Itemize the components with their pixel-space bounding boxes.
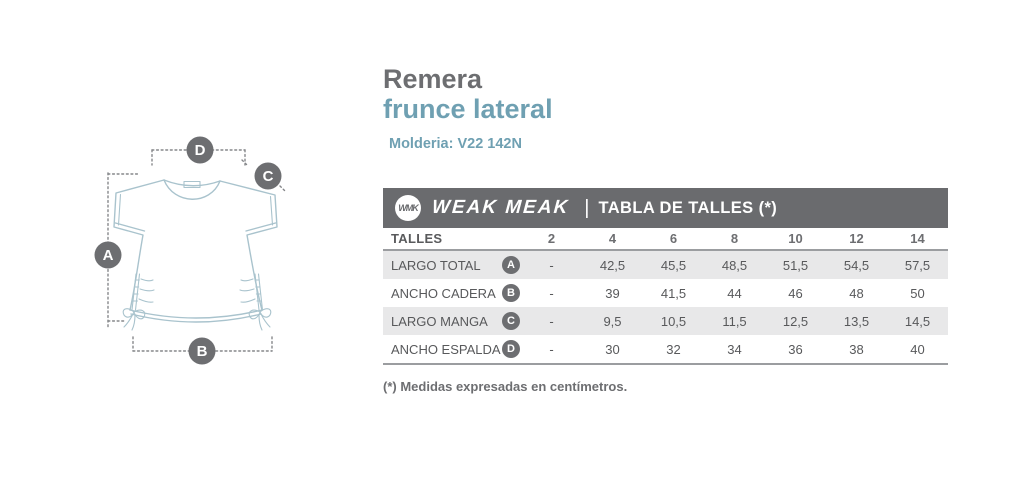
cell: 44 [727, 285, 742, 301]
size-table-title: TABLA DE TALLES (*) [598, 198, 778, 217]
table-bottom-divider [383, 363, 948, 365]
row-label: ANCHO CADERA [391, 285, 496, 301]
cell: 48 [849, 285, 864, 301]
collar-back-edge [163, 179, 221, 187]
brand-logo-icon: WMK [395, 195, 421, 221]
row-label: LARGO MANGA [391, 313, 488, 329]
row-marker-badge: B [502, 284, 520, 302]
cell: 34 [727, 341, 742, 357]
cell: 32 [666, 341, 681, 357]
svg-text:D: D [195, 142, 206, 159]
brand-name: WEAK MEAK [431, 197, 571, 218]
marker-badge-total-length: A [94, 241, 122, 269]
cell: - [549, 285, 554, 301]
bar-separator: | [584, 196, 590, 219]
left-ruche [131, 273, 155, 311]
right-bow [248, 308, 272, 331]
page-title: Remera [383, 64, 483, 94]
table-row: ANCHO ESPALDA D - 30 32 34 36 38 40 [383, 335, 948, 363]
left-bow [122, 308, 146, 331]
cell: 36 [788, 341, 803, 357]
cell: - [549, 257, 554, 273]
table-row: ANCHO CADERA B - 39 41,5 44 46 48 50 [383, 279, 948, 307]
marker-badge-back-width: D [186, 136, 214, 164]
marker-badge-sleeve: C [254, 162, 282, 190]
size-col: 6 [669, 231, 678, 246]
measure-ticks-sleeve [241, 159, 287, 193]
size-table-header-row: TALLES 2 4 6 8 10 12 14 [383, 228, 948, 249]
cell: 51,5 [782, 257, 809, 273]
svg-text:B: B [197, 343, 208, 360]
cell: 38 [849, 341, 864, 357]
cell: 40 [910, 341, 925, 357]
row-marker-badge: A [502, 256, 520, 274]
cell: 42,5 [599, 257, 626, 273]
cell: 10,5 [660, 313, 687, 329]
cell: 41,5 [660, 285, 687, 301]
svg-text:A: A [103, 247, 114, 264]
cell: 45,5 [660, 257, 687, 273]
pattern-code: Molderia: V22 142N [389, 136, 522, 152]
brand-bar: WMK WEAK MEAK | TABLA DE TALLES (*) [383, 188, 948, 228]
units-footnote: (*) Medidas expresadas en centímetros. [383, 379, 628, 394]
cell: 12,5 [782, 313, 809, 329]
size-col: 4 [608, 231, 617, 246]
row-label: LARGO TOTAL [391, 257, 481, 273]
table-row: LARGO MANGA C - 9,5 10,5 11,5 12,5 13,5 … [383, 307, 948, 335]
marker-badge-hip-width: B [188, 337, 216, 365]
size-col: 10 [788, 231, 803, 246]
cell: - [549, 341, 554, 357]
size-col: 14 [910, 231, 925, 246]
cell: - [549, 313, 554, 329]
size-col: 8 [730, 231, 739, 246]
cell: 48,5 [721, 257, 748, 273]
table-row: LARGO TOTAL A - 42,5 45,5 48,5 51,5 54,5… [383, 251, 948, 279]
svg-text:C: C [263, 168, 274, 185]
table-top-divider [383, 249, 948, 251]
garment-diagram: D C A B [80, 128, 315, 378]
collar-tag [183, 180, 201, 189]
row-marker-badge: D [502, 340, 520, 358]
cell: 14,5 [904, 313, 931, 329]
cell: 11,5 [722, 313, 747, 329]
talles-header: TALLES [391, 231, 443, 246]
cell: 57,5 [904, 257, 931, 273]
cell: 54,5 [843, 257, 870, 273]
cell: 50 [910, 285, 925, 301]
cell: 9,5 [603, 313, 622, 329]
page-subtitle: frunce lateral [383, 94, 553, 124]
tshirt-outline [113, 179, 278, 331]
cell: 46 [788, 285, 803, 301]
cell: 13,5 [843, 313, 870, 329]
cell: 30 [605, 341, 620, 357]
row-marker-badge: C [502, 312, 520, 330]
size-table: TALLES 2 4 6 8 10 12 14 LARGO TOTAL A - … [383, 228, 948, 365]
tshirt-illustration: D C A B [94, 136, 287, 365]
content-column: Remera frunce lateral Molderia: V22 142N… [383, 64, 948, 394]
collar-front-edge [163, 179, 221, 200]
row-label: ANCHO ESPALDA [391, 341, 501, 357]
size-col: 2 [547, 231, 556, 246]
size-col: 12 [849, 231, 864, 246]
cell: 39 [605, 285, 620, 301]
right-ruche [239, 273, 264, 311]
